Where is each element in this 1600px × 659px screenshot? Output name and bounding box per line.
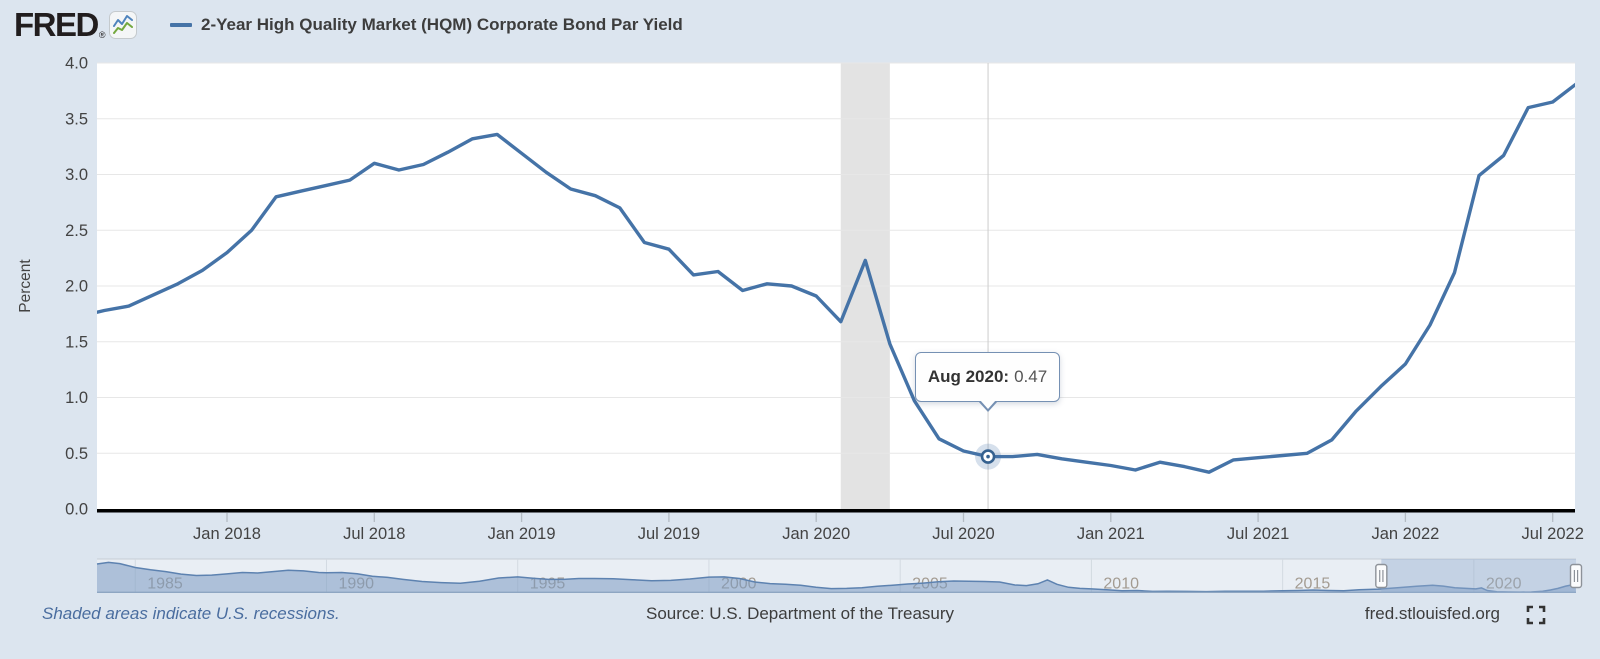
x-tick-label: Jul 2021 bbox=[1227, 525, 1289, 543]
y-tick-label: 3.5 bbox=[65, 110, 88, 128]
navigator-selected-region[interactable] bbox=[1381, 559, 1576, 593]
x-tick-label: Jan 2019 bbox=[488, 525, 556, 543]
y-tick-label: 4.0 bbox=[65, 55, 88, 73]
series-title: 2-Year High Quality Market (HQM) Corpora… bbox=[201, 15, 683, 34]
series-legend: 2-Year High Quality Market (HQM) Corpora… bbox=[170, 13, 683, 37]
y-tick-label: 1.0 bbox=[65, 389, 88, 407]
navigator-year-label: 2020 bbox=[1486, 576, 1522, 593]
navigator-handle-right[interactable] bbox=[1569, 563, 1583, 589]
series-line bbox=[97, 82, 1575, 474]
x-tick-label: Jul 2020 bbox=[932, 525, 994, 543]
fullscreen-icon[interactable] bbox=[1526, 605, 1546, 625]
navigator-area bbox=[97, 562, 1576, 593]
y-tick-label: 1.5 bbox=[65, 333, 88, 351]
navigator-handle-left[interactable] bbox=[1375, 563, 1388, 589]
y-tick-label: 3.0 bbox=[65, 166, 88, 184]
navigator-year-label: 2010 bbox=[1103, 576, 1139, 593]
tooltip-date-label: Aug 2020: bbox=[927, 367, 1010, 386]
fred-logo-text: FRED bbox=[14, 6, 99, 43]
x-tick-label: Jan 2022 bbox=[1371, 525, 1439, 543]
x-tick-label: Jul 2018 bbox=[343, 525, 405, 543]
site-link[interactable]: fred.stlouisfed.org bbox=[1364, 604, 1500, 623]
y-tick-label: 2.0 bbox=[65, 278, 88, 296]
fred-sparkline-icon bbox=[109, 11, 138, 39]
recession-note: Shaded areas indicate U.S. recessions. bbox=[42, 604, 340, 623]
x-tick-label: Jul 2022 bbox=[1522, 525, 1584, 543]
marker-dot bbox=[986, 454, 990, 459]
x-tick-label: Jan 2018 bbox=[193, 525, 261, 543]
fred-logo[interactable]: FRED ® bbox=[14, 6, 138, 43]
data-tooltip: Aug 2020: 0.47 bbox=[915, 352, 1060, 412]
x-tick-label: Jan 2021 bbox=[1077, 525, 1145, 543]
legend-line-swatch bbox=[170, 23, 192, 27]
navigator-area-line bbox=[96, 561, 1576, 593]
x-tick-label: Jul 2019 bbox=[638, 525, 700, 543]
x-tick-label: Jan 2020 bbox=[782, 525, 850, 543]
registered-mark: ® bbox=[98, 30, 106, 40]
y-tick-label: 0.0 bbox=[65, 501, 88, 519]
y-axis-title: Percent bbox=[17, 259, 34, 313]
y-tick-label: 2.5 bbox=[65, 222, 88, 240]
tooltip-value: 0.47 bbox=[1014, 367, 1048, 386]
source-note: Source: U.S. Department of the Treasury bbox=[645, 604, 955, 623]
navigator-year-label: 2015 bbox=[1295, 576, 1331, 593]
y-tick-label: 0.5 bbox=[65, 445, 88, 463]
x-axis-line bbox=[97, 509, 1575, 513]
